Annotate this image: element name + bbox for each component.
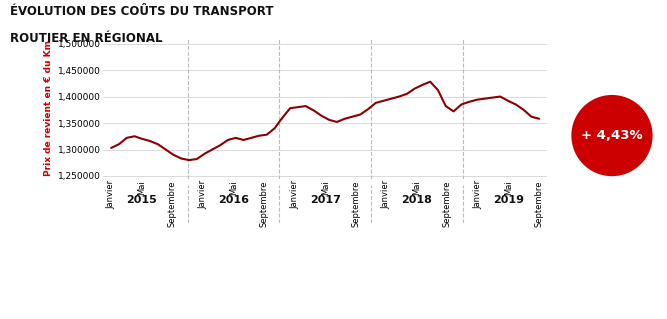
- Text: ROUTIER EN RÉGIONAL: ROUTIER EN RÉGIONAL: [10, 32, 163, 45]
- Circle shape: [572, 95, 652, 176]
- Y-axis label: Prix de revient en € du Km: Prix de revient en € du Km: [45, 41, 53, 176]
- Text: 2017: 2017: [309, 195, 341, 205]
- Text: 2016: 2016: [218, 195, 249, 205]
- Text: + 4,43%: + 4,43%: [581, 129, 643, 142]
- Text: ÉVOLUTION DES COÛTS DU TRANSPORT: ÉVOLUTION DES COÛTS DU TRANSPORT: [10, 5, 273, 18]
- Text: 2019: 2019: [493, 195, 524, 205]
- Text: 2018: 2018: [402, 195, 432, 205]
- Text: 2015: 2015: [126, 195, 157, 205]
